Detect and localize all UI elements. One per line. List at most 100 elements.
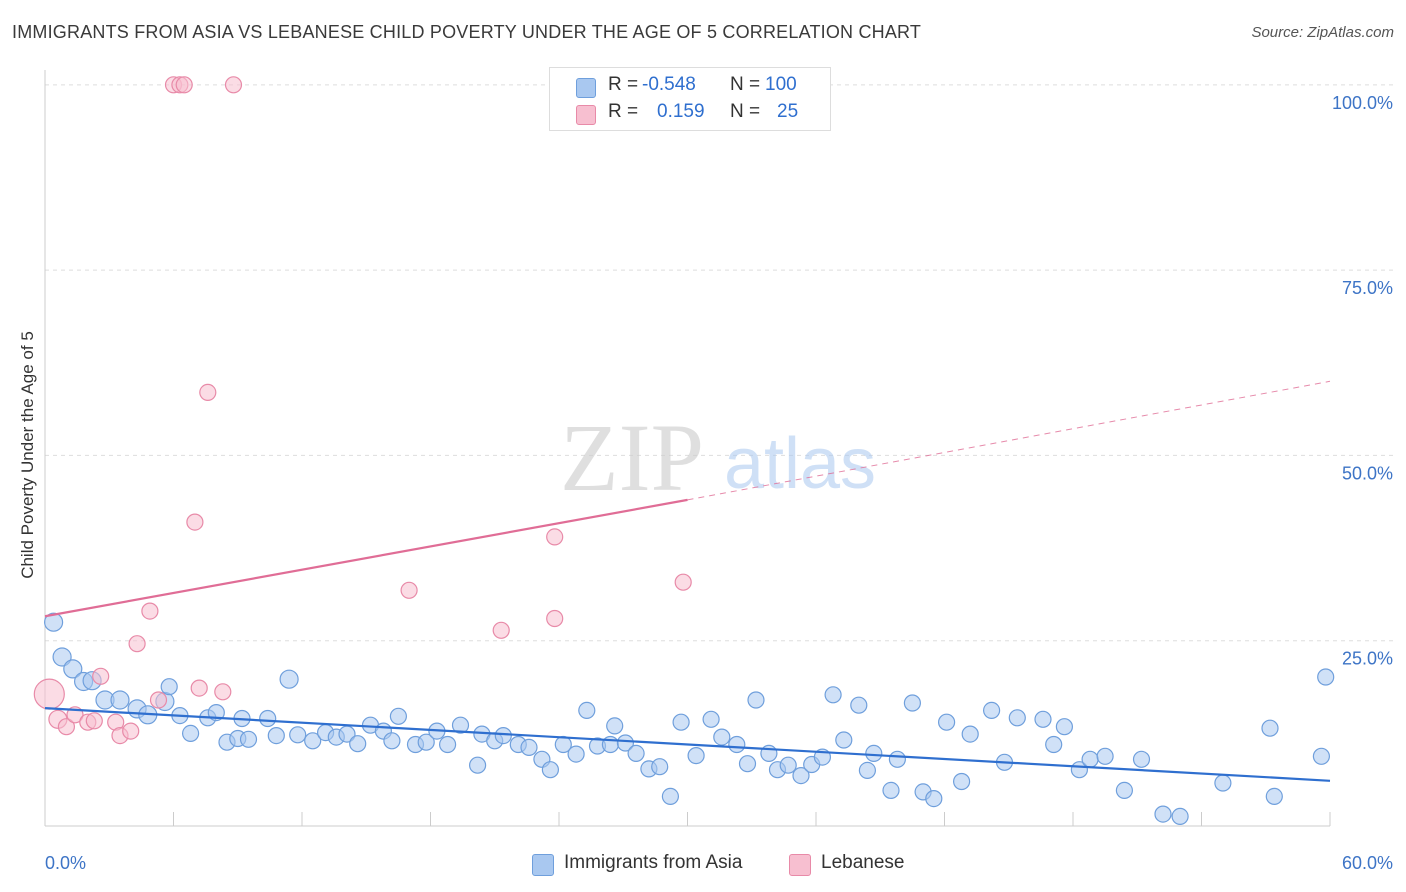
asia-point [567, 745, 585, 763]
asia-point [1055, 718, 1074, 736]
asia-point [469, 756, 487, 774]
legend-r-label: R = [608, 101, 639, 122]
asia-point [925, 789, 943, 808]
asia-point [451, 716, 470, 734]
lebanese-point [57, 718, 76, 736]
asia-point [349, 735, 367, 753]
asia-point [1115, 781, 1134, 800]
asia-point [578, 701, 596, 720]
legend-n-label: N = [730, 101, 761, 122]
asia-point [850, 696, 868, 714]
asia-point [661, 787, 680, 806]
asia-point [865, 744, 883, 763]
x-tick-label: 60.0% [1342, 853, 1393, 873]
asia-point [882, 781, 900, 800]
asia-point [439, 735, 457, 754]
asia-point [672, 713, 690, 731]
y-tick-label: 75.0% [1342, 278, 1393, 298]
asia-point [738, 755, 757, 773]
lebanese-point [141, 602, 159, 620]
asia-point [747, 691, 765, 709]
legend-n-value: 25 [777, 101, 799, 122]
asia-point [1171, 807, 1189, 826]
lebanese-point [214, 683, 232, 701]
asia-point [835, 731, 853, 749]
lebanese-point [190, 679, 208, 697]
lebanese-point [186, 513, 204, 531]
asia-point [858, 761, 877, 780]
y-tick-label: 50.0% [1342, 463, 1393, 483]
asia-point [903, 694, 922, 712]
asia-point [792, 766, 810, 785]
lebanese-point [85, 712, 103, 730]
watermark-zip: ZIP [560, 404, 704, 511]
asia-point [43, 612, 64, 632]
lebanese-point [175, 76, 193, 94]
asia-point [1312, 747, 1331, 765]
x-tick-label: 0.0% [45, 853, 86, 873]
asia-point [1045, 735, 1063, 754]
legend-swatch-asia [576, 78, 596, 98]
asia-point [267, 726, 285, 745]
asia-point [982, 701, 1001, 720]
lebanese-point [128, 635, 146, 653]
asia-trend-line [44, 707, 1331, 782]
legend-swatch-lebanese [576, 105, 596, 125]
asia-point [713, 728, 731, 746]
asia-point [888, 750, 907, 768]
tick-labels: 25.0% 50.0% 75.0% 100.0% 0.0% 60.0% [45, 93, 1393, 873]
series-legend: Immigrants from Asia Lebanese [0, 852, 1406, 878]
legend-r-value: 0.159 [657, 101, 705, 122]
lebanese-point [546, 609, 564, 628]
asia-point [1096, 747, 1114, 765]
lebanese-point [122, 722, 140, 740]
asia-point [606, 717, 624, 735]
asia-point [651, 758, 669, 776]
asia-point [389, 707, 407, 725]
asia-point [616, 734, 635, 752]
watermark-atlas: atlas [724, 424, 876, 504]
asia-point [1081, 750, 1099, 768]
asia-point [728, 735, 746, 754]
legend-row-lebanese: R = 0.159 N = 25 [550, 101, 830, 127]
asia-point [687, 746, 705, 765]
asia-point [937, 713, 956, 731]
asia-point [1154, 805, 1172, 823]
legend-label-asia: Immigrants from Asia [564, 852, 743, 873]
asia-point [383, 732, 401, 750]
legend-n-label: N = [730, 74, 761, 95]
asia-point [1265, 787, 1283, 806]
correlation-legend: R = -0.548 N = 100 R = 0.159 N = 25 [549, 67, 831, 131]
lebanese-point [33, 678, 65, 710]
gridlines [45, 84, 1395, 642]
y-tick-label: 25.0% [1342, 649, 1393, 669]
asia-point [417, 733, 435, 751]
legend-swatch-lebanese [789, 854, 811, 876]
lebanese-point [199, 383, 217, 401]
legend-n-value: 100 [765, 74, 797, 95]
lebanese-point [92, 667, 110, 685]
source-credit: Source: ZipAtlas.com [1251, 24, 1394, 41]
asia-point [1034, 710, 1052, 728]
asia-point [1132, 750, 1151, 768]
asia-point [110, 690, 130, 710]
asia-point [541, 761, 560, 779]
asia-point [952, 772, 971, 791]
asia-point [259, 709, 277, 728]
legend-row-asia: R = -0.548 N = 100 [550, 74, 830, 100]
asia-point [779, 756, 797, 774]
lebanese-trend-line [44, 498, 688, 618]
asia-point [63, 659, 83, 679]
lebanese-point [674, 573, 692, 591]
lebanese-point [149, 691, 168, 709]
data-points [33, 76, 1335, 826]
legend-r-value: -0.548 [642, 74, 696, 95]
asia-point [1317, 668, 1335, 686]
asia-point [182, 724, 200, 743]
asia-point [961, 725, 979, 743]
lebanese-point [224, 76, 243, 94]
y-tick-label: 100.0% [1332, 93, 1393, 113]
asia-point [520, 738, 538, 757]
asia-point [824, 686, 842, 704]
asia-point [1008, 709, 1026, 727]
